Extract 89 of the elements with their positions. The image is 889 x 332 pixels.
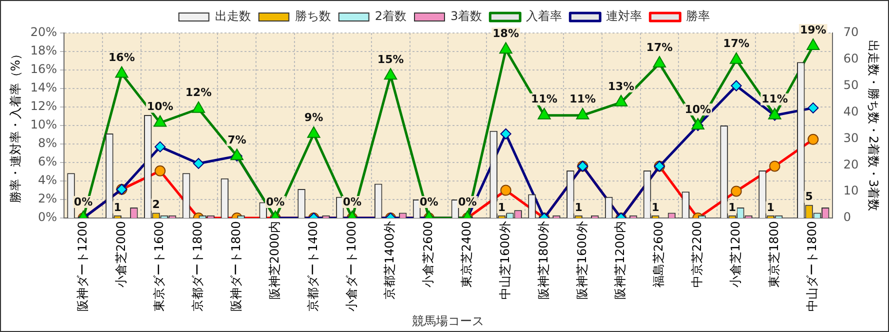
data-label: 5: [805, 190, 813, 204]
x-tick-label: 中山芝1600外: [498, 221, 512, 300]
x-tick-label: 阪神芝2000内: [267, 221, 282, 300]
data-label: 1: [728, 200, 736, 214]
x-tick-label: 小倉芝2600: [421, 221, 436, 288]
data-label: 19%: [800, 23, 826, 36]
legend-label: 勝率: [686, 9, 710, 24]
legend-label: 勝ち数: [294, 9, 331, 24]
legend-label: 連対率: [606, 9, 642, 24]
data-label: 1: [114, 200, 122, 214]
y2-tick-label: 10: [843, 184, 859, 198]
x-tick-label: 小倉芝2000: [114, 221, 128, 288]
x-tick-label: 福島芝2600: [652, 221, 666, 288]
y-tick-label: 0%: [38, 210, 58, 224]
y-tick-label: 18%: [30, 44, 58, 58]
data-label: 0%: [458, 195, 477, 208]
y2-axis-title: 出走数・勝ち数・2着数・3着数: [866, 40, 881, 212]
legend-label: 3着数: [450, 9, 482, 24]
x-tick-label: 東京ダート1600: [152, 221, 166, 312]
data-label: 1: [574, 200, 582, 214]
x-tick-label: 阪神芝1200内: [613, 221, 628, 300]
x-tick-label: 阪神芝1600外: [574, 221, 589, 300]
data-label: 0%: [342, 195, 362, 208]
y2-tick-label: 0: [843, 210, 851, 224]
data-label: 11%: [531, 92, 558, 106]
data-label: 9%: [304, 111, 324, 124]
data-label: 1: [652, 200, 660, 214]
x-tick-label: 小倉芝1200: [728, 221, 742, 288]
data-label: 1: [498, 200, 506, 214]
x-tick-label: 京都芝1400外: [382, 221, 397, 300]
y-tick-label: 8%: [38, 136, 58, 150]
y-tick-label: 2%: [38, 192, 58, 206]
legend-label: 出走数: [214, 9, 251, 24]
x-tick-label: 京都ダート1800: [190, 221, 205, 312]
data-label: 12%: [185, 86, 212, 100]
x-tick-label: 阪神芝1800外: [536, 221, 550, 300]
x-tick-label: 小倉ダート1000: [344, 221, 358, 312]
data-label: 0%: [266, 195, 285, 208]
y-axis-title: 勝率・連対率・入着率（%）: [8, 48, 22, 204]
data-label: 7%: [228, 133, 246, 146]
data-label: 15%: [377, 52, 404, 66]
data-label: 17%: [723, 37, 750, 50]
data-label: 2: [152, 198, 160, 212]
point: [652, 56, 666, 68]
point: [154, 115, 167, 127]
point: [192, 101, 206, 113]
x-tick-label: 阪神ダート1800: [229, 221, 244, 312]
y2-tick-label: 40: [843, 104, 859, 118]
y2-tick-label: 60: [843, 52, 859, 66]
y2-tick-label: 70: [843, 25, 859, 40]
point: [384, 68, 398, 80]
point: [499, 42, 512, 54]
point: [307, 126, 320, 138]
point: [730, 52, 743, 64]
data-label: 11%: [569, 92, 596, 106]
y-tick-label: 14%: [30, 80, 58, 95]
y-tick-label: 20%: [30, 25, 58, 40]
y2-tick-label: 30: [843, 130, 859, 145]
point: [806, 38, 820, 50]
y-tick-label: 10%: [30, 118, 58, 132]
x-tick-label: 東京芝1800: [766, 221, 781, 288]
point: [538, 108, 551, 120]
x-tick-label: 中京芝2200: [690, 221, 704, 288]
legend-label: 入着率: [526, 9, 562, 24]
data-label: 10%: [146, 100, 174, 114]
data-label: 16%: [108, 51, 135, 64]
y2-tick-label: 50: [843, 78, 859, 92]
point: [614, 94, 628, 106]
data-label: 17%: [646, 40, 673, 54]
x-tick-label: 東京芝2400: [460, 221, 474, 288]
point: [115, 66, 128, 78]
data-label: 0%: [420, 195, 438, 208]
data-label: 1: [766, 200, 774, 214]
data-label: 13%: [608, 80, 634, 93]
x-tick-label: 京都ダート1400: [306, 221, 320, 312]
data-label: 10%: [684, 102, 712, 116]
data-label: 18%: [492, 27, 519, 40]
y-tick-label: 16%: [30, 62, 58, 76]
x-tick-label: 中山ダート1800: [805, 221, 820, 312]
y-tick-label: 12%: [30, 99, 58, 114]
point: [576, 108, 590, 120]
data-label: 0%: [74, 195, 93, 208]
y-tick-label: 6%: [38, 154, 58, 169]
data-label: 11%: [762, 92, 788, 106]
y2-tick-label: 20: [843, 157, 859, 172]
x-axis-title: 競馬場コース: [412, 314, 484, 328]
x-tick-label: 阪神ダート1200: [75, 221, 90, 312]
legend-label: 2着数: [374, 9, 407, 24]
y-tick-label: 4%: [38, 173, 58, 188]
